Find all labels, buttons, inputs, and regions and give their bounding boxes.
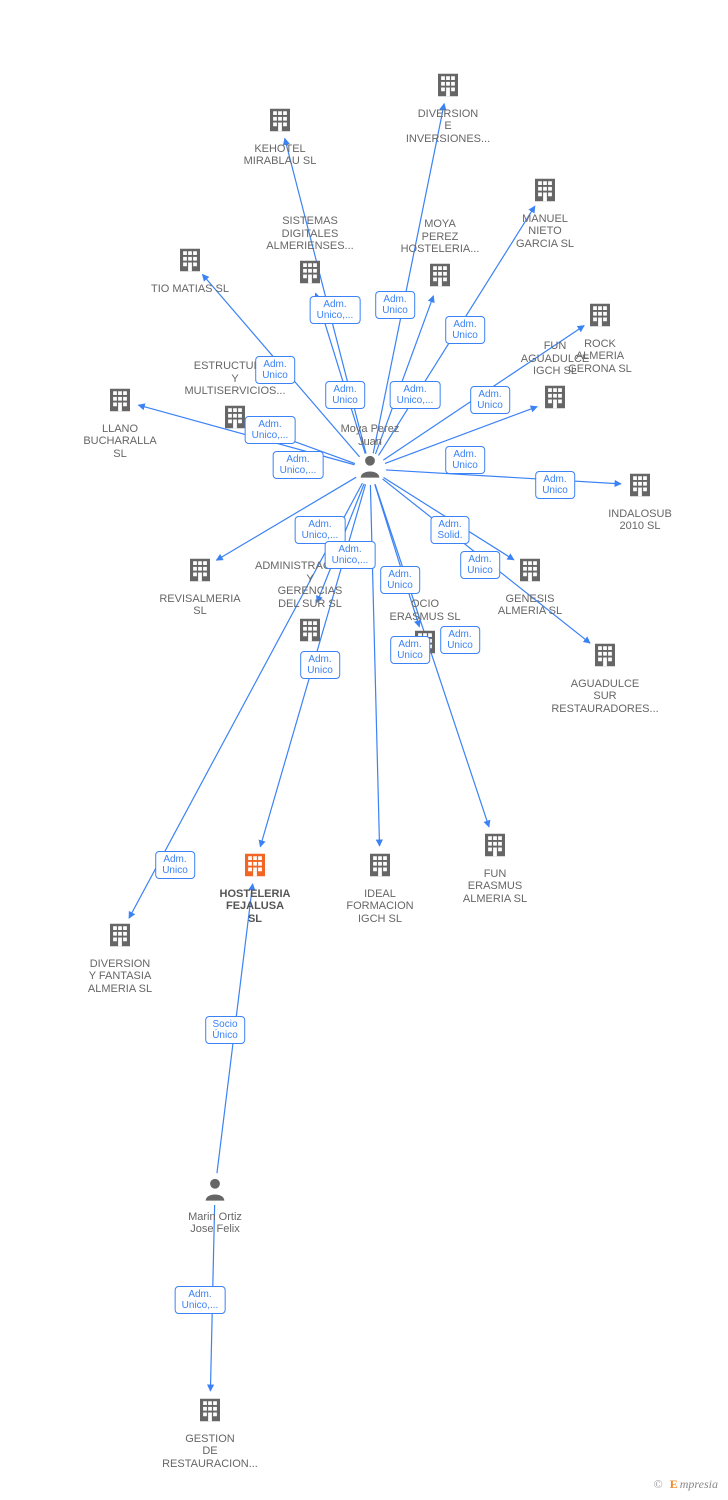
network-canvas [0, 0, 728, 1500]
edge-line [375, 484, 489, 827]
brand-name: mpresia [680, 1477, 718, 1491]
edge-line [383, 479, 591, 643]
edge-line [375, 484, 420, 627]
edge-line [260, 484, 365, 846]
edge-line [383, 326, 584, 461]
edge-line [370, 485, 379, 846]
edge-line [376, 296, 434, 454]
copyright-symbol: © [654, 1477, 663, 1491]
edge-line [384, 478, 514, 560]
edge-line [386, 470, 621, 484]
edge-line [217, 884, 253, 1173]
edge-line [316, 293, 366, 454]
edge-line [216, 477, 356, 560]
edge-line [285, 138, 366, 453]
watermark: © Empresia [654, 1477, 718, 1492]
brand-initial: E [670, 1477, 678, 1491]
edge-line [210, 1205, 214, 1391]
edge-line [129, 483, 362, 918]
edge-line [373, 104, 444, 454]
edge-line [253, 426, 355, 463]
edge-line [385, 407, 537, 464]
edge-line [379, 206, 535, 455]
edge-line [317, 484, 364, 602]
